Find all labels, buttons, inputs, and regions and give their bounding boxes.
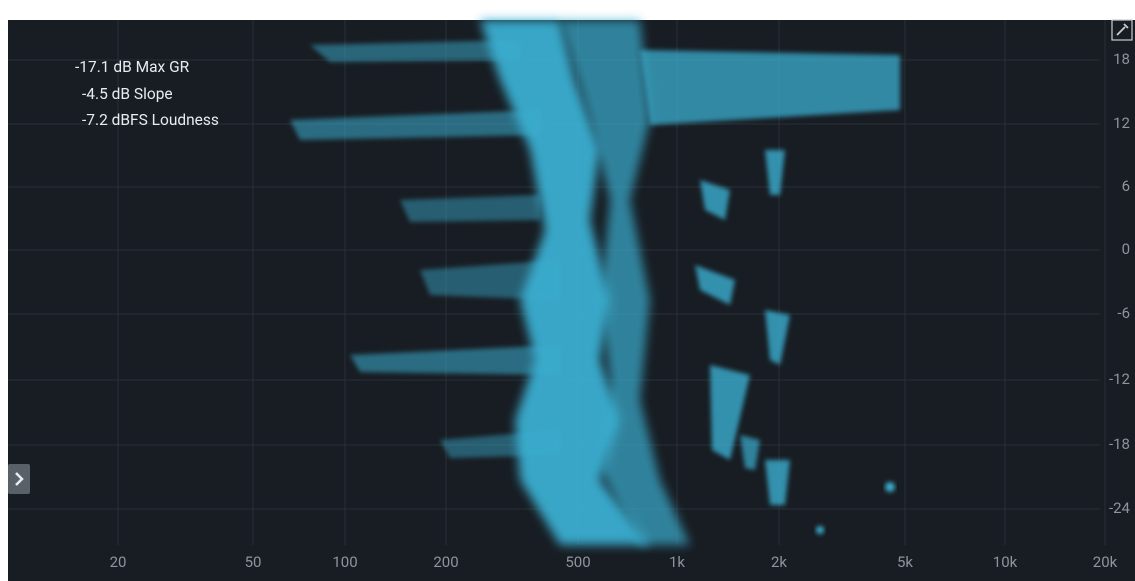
frequency-label: 10k (993, 553, 1018, 571)
frequency-label: 100 (332, 553, 357, 571)
db-label: -24 (1109, 499, 1131, 517)
wrench-icon (1116, 23, 1129, 36)
frequency-label: 1k (669, 553, 685, 571)
frequency-label: 200 (433, 553, 458, 571)
db-label: -18 (1109, 435, 1130, 453)
frequency-label: 50 (245, 553, 262, 571)
spectrogram (290, 20, 900, 545)
slope-readout: -4.5 dB Slope (82, 85, 173, 103)
frequency-label: 500 (565, 553, 590, 571)
frequency-label: 5k (897, 553, 913, 571)
db-label: -6 (1117, 304, 1130, 322)
frequency-label: 20k (1093, 553, 1118, 571)
frequency-label: 20 (110, 553, 127, 571)
max-gr-readout: -17.1 dB Max GR (75, 58, 190, 76)
loudness-readout: -7.2 dBFS Loudness (82, 111, 219, 129)
frequency-label: 2k (771, 553, 787, 571)
db-label: 6 (1122, 177, 1130, 195)
chevron-icon (15, 472, 24, 486)
db-label: 18 (1113, 50, 1130, 68)
db-label: 0 (1122, 240, 1130, 258)
expand-button[interactable] (8, 464, 30, 494)
db-label: -12 (1109, 370, 1130, 388)
db-label: 12 (1113, 114, 1130, 132)
